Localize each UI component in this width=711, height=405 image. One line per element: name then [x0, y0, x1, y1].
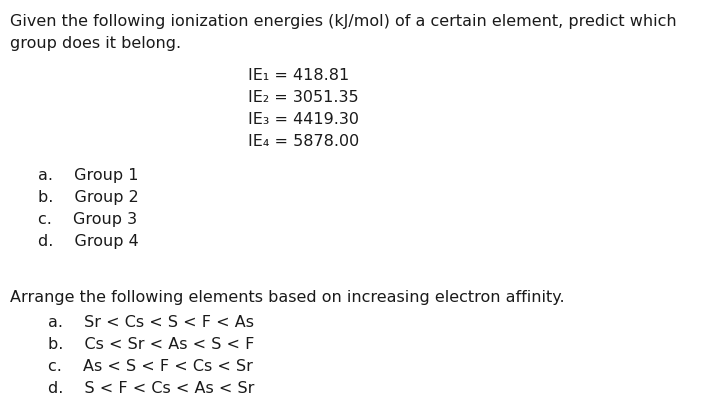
Text: IE₄ = 5878.00: IE₄ = 5878.00 [248, 134, 359, 149]
Text: d.  Group 4: d. Group 4 [38, 234, 139, 249]
Text: c.  As < S < F < Cs < Sr: c. As < S < F < Cs < Sr [48, 359, 253, 374]
Text: b.  Group 2: b. Group 2 [38, 190, 139, 205]
Text: IE₃ = 4419.30: IE₃ = 4419.30 [248, 112, 359, 127]
Text: d.  S < F < Cs < As < Sr: d. S < F < Cs < As < Sr [48, 381, 255, 396]
Text: b.  Cs < Sr < As < S < F: b. Cs < Sr < As < S < F [48, 337, 255, 352]
Text: group does it belong.: group does it belong. [10, 36, 181, 51]
Text: Given the following ionization energies (kJ/mol) of a certain element, predict w: Given the following ionization energies … [10, 14, 677, 29]
Text: IE₂ = 3051.35: IE₂ = 3051.35 [248, 90, 358, 105]
Text: a.  Group 1: a. Group 1 [38, 168, 139, 183]
Text: IE₁ = 418.81: IE₁ = 418.81 [248, 68, 349, 83]
Text: Arrange the following elements based on increasing electron affinity.: Arrange the following elements based on … [10, 290, 565, 305]
Text: a.  Sr < Cs < S < F < As: a. Sr < Cs < S < F < As [48, 315, 254, 330]
Text: c.  Group 3: c. Group 3 [38, 212, 137, 227]
